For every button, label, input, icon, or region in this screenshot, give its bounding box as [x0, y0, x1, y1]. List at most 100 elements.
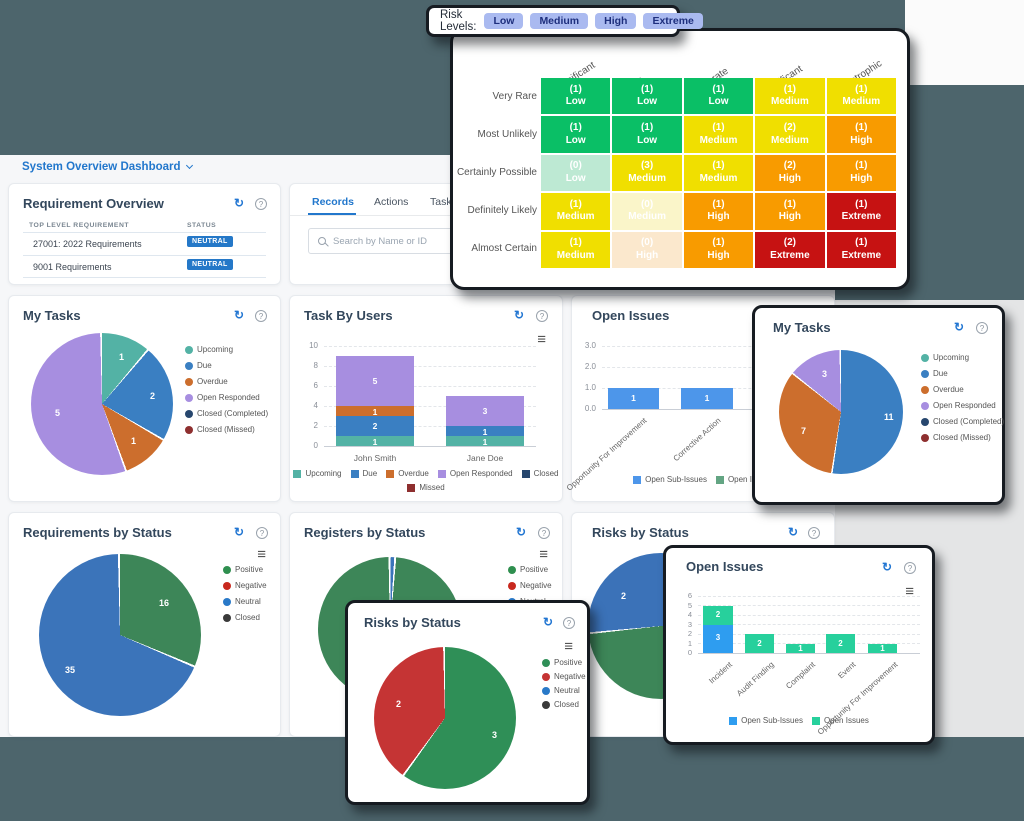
matrix-cell[interactable]: (1) Medium: [826, 78, 896, 115]
legend-item-closed[interactable]: Closed: [223, 613, 267, 622]
legend-item-open-sub-issues[interactable]: Open Sub-Issues: [633, 475, 707, 484]
refresh-icon[interactable]: ↻: [233, 525, 244, 539]
search-input[interactable]: [333, 235, 523, 247]
legend-item-open-responded[interactable]: Open Responded: [185, 393, 268, 402]
help-icon[interactable]: ?: [256, 527, 268, 539]
matrix-cell[interactable]: (1) High: [826, 154, 896, 192]
my-tasks-pie-chart[interactable]: [779, 350, 903, 474]
risk-level-pill-medium[interactable]: Medium: [530, 13, 589, 29]
legend-item-neutral[interactable]: Neutral: [223, 597, 267, 606]
matrix-cell[interactable]: (1) Medium: [541, 231, 611, 268]
matrix-cell[interactable]: (3) Medium: [612, 154, 682, 192]
matrix-cell[interactable]: (1) Medium: [683, 116, 754, 153]
legend-item-positive[interactable]: Positive: [542, 658, 586, 667]
matrix-cell[interactable]: (1) Medium: [541, 193, 611, 230]
legend-item-open-issues[interactable]: Open Issues: [715, 475, 773, 484]
legend-item-open-sub-issues[interactable]: Open Sub-Issues: [729, 716, 803, 725]
chart-menu-icon[interactable]: ≡: [539, 546, 548, 563]
refresh-icon[interactable]: ↻: [787, 525, 798, 539]
legend-item-negative[interactable]: Negative: [542, 672, 586, 681]
legend-item-upcoming[interactable]: Upcoming: [185, 345, 268, 354]
bar-john-smith-open-responded[interactable]: [336, 356, 414, 406]
chart-menu-icon[interactable]: ≡: [537, 331, 546, 348]
matrix-cell[interactable]: (1) High: [683, 231, 754, 268]
requirements-status-pie-chart[interactable]: [39, 554, 201, 716]
matrix-cell[interactable]: (1) Low: [612, 78, 682, 115]
help-icon[interactable]: ?: [904, 562, 916, 574]
help-icon[interactable]: ?: [255, 198, 267, 210]
bar-complaint-open-issues[interactable]: [786, 643, 815, 653]
refresh-icon[interactable]: ↻: [542, 615, 553, 629]
legend-item-upcoming[interactable]: Upcoming: [293, 469, 342, 478]
legend-item-neutral[interactable]: Neutral: [542, 686, 586, 695]
legend-item-negative[interactable]: Negative: [223, 581, 267, 590]
bar-audit-finding-open-issues[interactable]: [745, 634, 774, 653]
legend-item-overdue[interactable]: Overdue: [185, 377, 268, 386]
legend-item-missed[interactable]: Missed: [407, 483, 445, 492]
bar-jane-doe-due[interactable]: [446, 426, 524, 436]
matrix-cell[interactable]: (1) High: [826, 116, 896, 153]
chart-menu-icon[interactable]: ≡: [905, 583, 914, 600]
matrix-cell[interactable]: (2) Extreme: [755, 231, 825, 268]
tab-records[interactable]: Records: [312, 196, 355, 208]
risks-status-pie-chart[interactable]: [374, 647, 516, 789]
matrix-cell[interactable]: (2) Medium: [755, 116, 825, 153]
help-icon[interactable]: ?: [538, 527, 550, 539]
bar-corrective-action[interactable]: [681, 388, 733, 409]
risk-level-pill-low[interactable]: Low: [484, 13, 524, 29]
bar-incident-open-issues[interactable]: [703, 605, 733, 625]
legend-item-negative[interactable]: Negative: [508, 581, 552, 590]
legend-item-overdue[interactable]: Overdue: [921, 385, 1004, 394]
risk-level-pill-extreme[interactable]: Extreme: [643, 13, 703, 29]
matrix-cell[interactable]: (1) Low: [541, 116, 611, 153]
legend-item-closed-completed[interactable]: Closed (Completed): [921, 417, 1004, 426]
matrix-cell[interactable]: (2) High: [755, 154, 825, 192]
bar-john-smith-due[interactable]: [336, 416, 414, 436]
chart-menu-icon[interactable]: ≡: [564, 638, 573, 655]
legend-item-due[interactable]: Due: [350, 469, 377, 478]
legend-item-overdue[interactable]: Overdue: [386, 469, 429, 478]
dashboard-title-dropdown[interactable]: System Overview Dashboard: [22, 161, 193, 173]
legend-item-open-issues[interactable]: Open Issues: [811, 716, 869, 725]
legend-item-due[interactable]: Due: [185, 361, 268, 370]
matrix-cell[interactable]: (1) Low: [612, 116, 682, 153]
matrix-cell[interactable]: (0) Medium: [612, 193, 682, 230]
legend-item-upcoming[interactable]: Upcoming: [921, 353, 1004, 362]
legend-item-closed-missed[interactable]: Closed (Missed): [185, 425, 268, 434]
matrix-cell[interactable]: (0) Low: [541, 154, 611, 192]
matrix-cell[interactable]: (1) Medium: [683, 154, 754, 192]
refresh-icon[interactable]: ↻: [881, 560, 892, 574]
bar-event-open-issues[interactable]: [826, 634, 855, 653]
risk-level-pill-high[interactable]: High: [595, 13, 637, 29]
matrix-cell[interactable]: (1) Low: [541, 78, 611, 115]
matrix-cell[interactable]: (1) High: [755, 193, 825, 230]
bar-opportunity-for-improvement[interactable]: [608, 388, 659, 409]
chart-menu-icon[interactable]: ≡: [257, 546, 266, 563]
bar-incident-open-sub-issues[interactable]: [703, 624, 733, 653]
help-icon[interactable]: ?: [976, 322, 988, 334]
bar-jane-doe-upcoming[interactable]: [446, 436, 524, 446]
refresh-icon[interactable]: ↻: [515, 525, 526, 539]
matrix-cell[interactable]: (1) Low: [683, 78, 754, 115]
refresh-icon[interactable]: ↻: [233, 196, 244, 210]
bar-jane-doe-open-responded[interactable]: [446, 396, 524, 426]
my-tasks-pie-chart[interactable]: [31, 333, 173, 475]
refresh-icon[interactable]: ↻: [513, 308, 524, 322]
legend-item-closed-missed[interactable]: Closed (Missed): [921, 433, 1004, 442]
matrix-cell[interactable]: (0) High: [612, 231, 682, 268]
legend-item-closed[interactable]: Closed: [521, 469, 559, 478]
tab-actions[interactable]: Actions: [374, 196, 409, 208]
legend-item-positive[interactable]: Positive: [508, 565, 552, 574]
bar-john-smith-overdue[interactable]: [336, 406, 414, 416]
help-icon[interactable]: ?: [808, 527, 820, 539]
legend-item-open-responded[interactable]: Open Responded: [921, 401, 1004, 410]
matrix-cell[interactable]: (1) Extreme: [826, 193, 896, 230]
help-icon[interactable]: ?: [563, 617, 575, 629]
refresh-icon[interactable]: ↻: [953, 320, 964, 334]
matrix-cell[interactable]: (1) High: [683, 193, 754, 230]
bar-opportunity-for-improvement-open-issues[interactable]: [868, 643, 897, 653]
legend-item-due[interactable]: Due: [921, 369, 1004, 378]
bar-john-smith-upcoming[interactable]: [336, 436, 414, 446]
legend-item-open-responded[interactable]: Open Responded: [437, 469, 513, 478]
legend-item-closed-completed[interactable]: Closed (Completed): [185, 409, 268, 418]
